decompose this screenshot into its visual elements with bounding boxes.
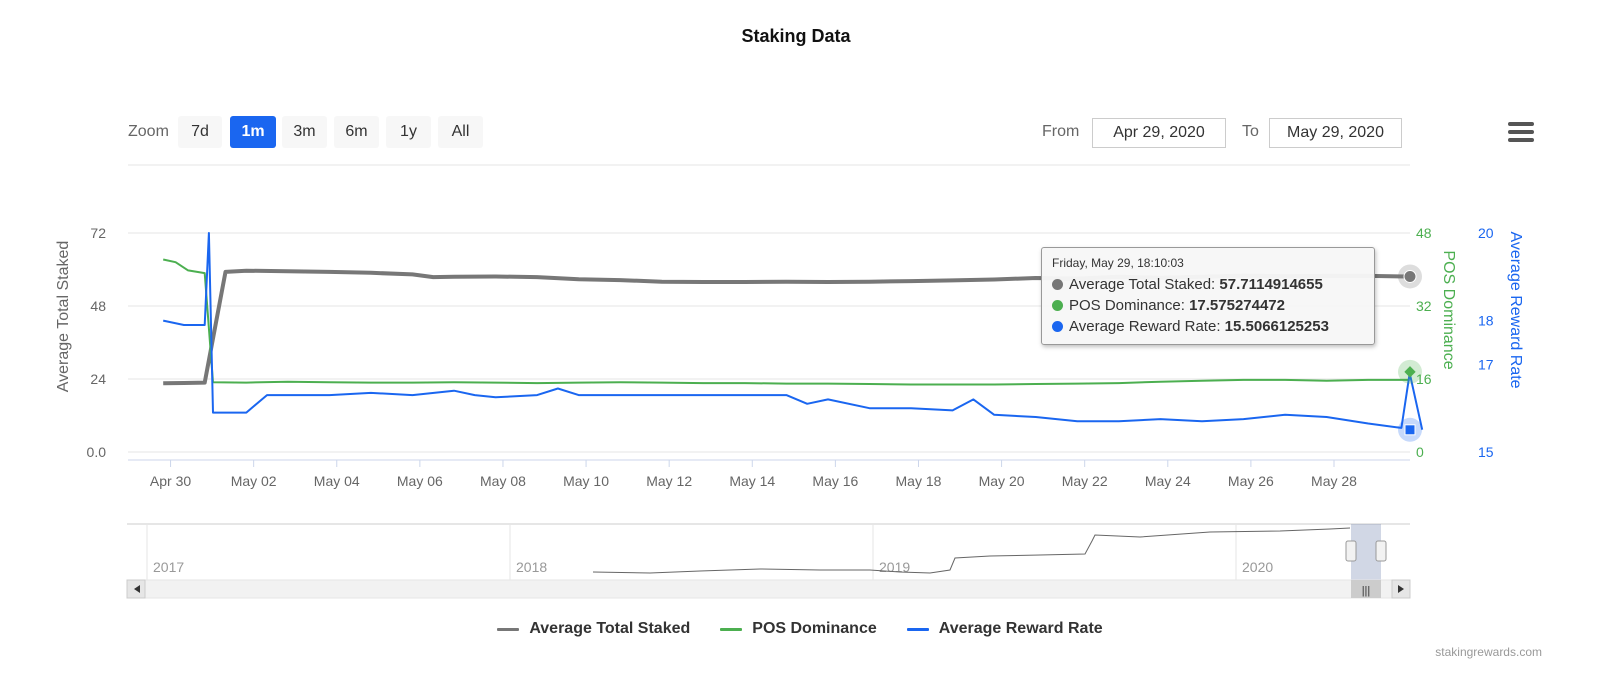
zoom-label: Zoom <box>128 123 169 140</box>
axes: 0.0 24 48 72 Average Total Staked 0 16 32 48 POS … <box>55 225 1524 489</box>
series-line-1 <box>162 258 1410 386</box>
y2-tick-label: 32 <box>1416 298 1432 314</box>
menu-bar-2 <box>1508 130 1534 134</box>
tooltip-series-name: Average Reward Rate <box>1069 318 1217 335</box>
zoom-3m-button[interactable]: 3m <box>282 116 327 148</box>
y1-axis-title: Average Total Staked <box>55 241 72 393</box>
y2-tick-label: 0 <box>1416 444 1424 460</box>
tooltip-row-reward-rate: Average Reward Rate: 15.5066125253 <box>1052 316 1364 337</box>
tooltip-dot-icon <box>1052 300 1063 311</box>
legend-swatch-icon <box>497 627 520 631</box>
legend-swatch-icon <box>906 627 929 631</box>
y1-tick-label: 0.0 <box>87 444 107 460</box>
x-tick-label: May 26 <box>1228 473 1274 489</box>
y3-tick-label: 20 <box>1478 225 1494 241</box>
tooltip-dot-icon <box>1052 321 1063 332</box>
zoom-7d-button[interactable]: 7d <box>178 116 222 148</box>
navigator-series-line <box>592 527 1351 574</box>
tooltip-dot-icon <box>1052 279 1063 290</box>
x-tick-label: May 08 <box>480 473 526 489</box>
y3-tick-label: 17 <box>1478 356 1494 372</box>
x-tick-label: May 10 <box>563 473 609 489</box>
x-tick-label: May 18 <box>896 473 942 489</box>
zoom-6m-button[interactable]: 6m <box>334 116 379 148</box>
x-tick-label: May 14 <box>729 473 775 489</box>
tooltip-series-name: Average Total Staked <box>1069 276 1212 293</box>
y1-tick-label: 48 <box>90 298 106 314</box>
y2-tick-label: 48 <box>1416 225 1432 241</box>
series-line-2 <box>162 232 1424 430</box>
x-tick-label: Apr 30 <box>150 473 191 489</box>
y2-tick-label: 16 <box>1416 371 1432 387</box>
zoom-1y-button[interactable]: 1y <box>386 116 431 148</box>
navigator-year-label: 2018 <box>516 559 547 575</box>
y3-axis-title: Average Reward Rate <box>1507 231 1524 388</box>
scroll-right-arrow-icon <box>1398 585 1404 593</box>
y1-tick-label: 72 <box>90 225 106 241</box>
scrollbar-thumb <box>1351 580 1381 598</box>
tooltip-date: Friday, May 29, 18:10:03 <box>1052 256 1184 270</box>
y1-tick-label: 24 <box>90 371 106 387</box>
hover-marker-pos-dominance <box>1404 366 1416 378</box>
tooltip-series-name: POS Dominance <box>1069 297 1181 314</box>
legend-label: Average Reward Rate <box>938 620 1103 637</box>
scrollbar-track <box>126 579 1411 599</box>
navigator-left-handle <box>1345 540 1357 562</box>
x-tick-label: May 28 <box>1311 473 1357 489</box>
x-tick-label: May 20 <box>979 473 1025 489</box>
tooltip-series-value: 57.7114914655 <box>1219 276 1323 293</box>
legend-item-reward-rate[interactable]: Average Reward Rate <box>906 620 1103 638</box>
x-tick-label: May 04 <box>314 473 360 489</box>
legend-label: POS Dominance <box>752 620 877 637</box>
legend-item-pos-dominance[interactable]: POS Dominance <box>720 620 877 638</box>
scroll-left-arrow-icon <box>134 585 140 593</box>
navigator-year-label: 2020 <box>1242 559 1273 575</box>
chart-title: Staking Data <box>741 26 851 46</box>
menu-bar-1 <box>1508 122 1534 126</box>
y3-tick-label: 18 <box>1478 313 1494 329</box>
data-tooltip: Friday, May 29, 18:10:03 Average Total S… <box>1041 247 1375 345</box>
tooltip-row-pos-dominance: POS Dominance: 17.575274472 <box>1052 295 1364 316</box>
legend-swatch-icon <box>720 627 743 631</box>
menu-bar-3 <box>1508 138 1534 142</box>
range-to-label: To <box>1242 123 1259 140</box>
x-tick-label: May 06 <box>397 473 443 489</box>
x-tick-label: May 22 <box>1062 473 1108 489</box>
tooltip-row-total-staked: Average Total Staked: 57.7114914655 <box>1052 274 1364 295</box>
hover-markers <box>1398 264 1422 442</box>
tooltip-series-value: 17.575274472 <box>1189 297 1285 314</box>
x-tick-label: May 12 <box>646 473 692 489</box>
hover-marker-total-staked <box>1403 269 1417 283</box>
chart-legend: Average Total Staked POS Dominance Avera… <box>0 620 1600 638</box>
navigator-year-label: 2017 <box>153 559 184 575</box>
hover-marker-reward-rate <box>1404 424 1416 436</box>
x-tick-label: May 24 <box>1145 473 1191 489</box>
zoom-1m-button[interactable]: 1m <box>230 116 276 148</box>
x-tick-label: May 16 <box>812 473 858 489</box>
scrollbar-grip-icon: ||| <box>1362 585 1371 597</box>
context-menu-hamburger-icon[interactable] <box>1508 122 1534 146</box>
range-to-input[interactable] <box>1269 118 1402 148</box>
credits-link[interactable]: stakingrewards.com <box>1435 645 1542 659</box>
zoom-all-button[interactable]: All <box>438 116 483 148</box>
navigator-right-handle <box>1375 540 1387 562</box>
y2-axis-title: POS Dominance <box>1440 250 1457 369</box>
navigator[interactable]: 2017 2018 2019 2020||| <box>126 523 1411 599</box>
range-from-input[interactable] <box>1092 118 1226 148</box>
y3-tick-label: 15 <box>1478 444 1494 460</box>
x-tick-label: May 02 <box>231 473 277 489</box>
range-from-label: From <box>1042 123 1080 140</box>
legend-label: Average Total Staked <box>529 620 691 637</box>
tooltip-series-value: 15.5066125253 <box>1224 318 1329 335</box>
legend-item-total-staked[interactable]: Average Total Staked <box>497 620 690 638</box>
